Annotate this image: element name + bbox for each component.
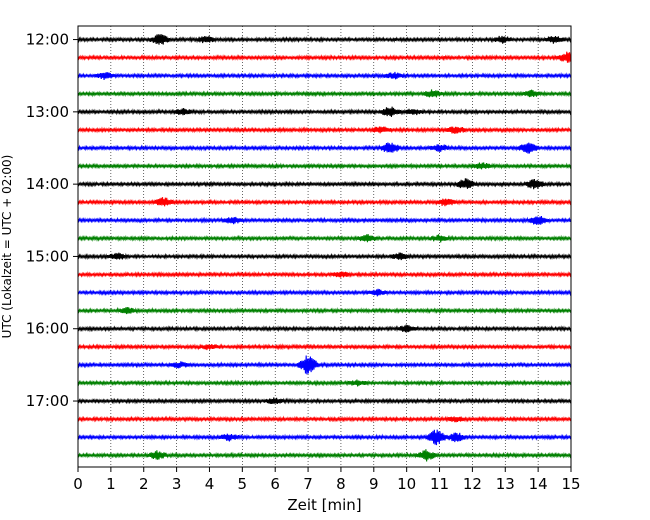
trace-1630 [77, 355, 572, 375]
trace-1215 [77, 51, 572, 63]
x-axis-label: Zeit [min] [287, 496, 361, 514]
x-tick-label: 8 [336, 475, 346, 493]
trace-1715 [77, 415, 572, 423]
trace-1315 [77, 126, 572, 134]
trace-1730 [77, 429, 572, 446]
y-axis-ticks: 12:00 13:00 14:00 15:00 16:00 17:00 [26, 31, 78, 410]
y-tick-label: 12:00 [26, 31, 69, 49]
trace-1330 [77, 142, 572, 154]
trace-1245 [77, 89, 572, 98]
x-tick-label: 5 [238, 475, 248, 493]
x-tick-label: 15 [561, 475, 580, 493]
y-tick-label: 15:00 [26, 247, 69, 265]
x-axis-ticks: 0 1 2 3 4 5 6 7 8 9 10 11 12 13 14 15 [73, 467, 581, 493]
x-tick-label: 3 [172, 475, 182, 493]
trace-1745 [77, 449, 572, 462]
x-tick-label: 9 [369, 475, 379, 493]
trace-1445 [77, 234, 572, 243]
y-tick-label: 13:00 [26, 103, 69, 121]
x-tick-label: 6 [270, 475, 280, 493]
trace-1545 [77, 306, 572, 315]
x-tick-label: 13 [496, 475, 515, 493]
seismogram-traces [77, 34, 572, 462]
trace-1400 [77, 178, 572, 190]
trace-1200 [77, 34, 572, 45]
x-tick-label: 11 [430, 475, 449, 493]
x-tick-label: 0 [73, 475, 83, 493]
x-tick-label: 2 [139, 475, 149, 493]
x-tick-label: 12 [463, 475, 482, 493]
trace-1615 [77, 343, 572, 351]
trace-1415 [77, 197, 572, 207]
x-tick-label: 7 [303, 475, 313, 493]
trace-1345 [77, 162, 572, 170]
x-tick-label: 4 [205, 475, 215, 493]
trace-1515 [77, 270, 572, 279]
trace-1430 [77, 215, 572, 225]
x-tick-label: 14 [529, 475, 548, 493]
trace-1600 [77, 324, 572, 333]
plot-frame [77, 25, 572, 468]
y-tick-label: 16:00 [26, 320, 69, 338]
trace-1500 [77, 252, 572, 261]
trace-1300 [77, 106, 572, 118]
trace-1230 [77, 71, 572, 81]
trace-1645 [77, 379, 572, 387]
y-axis-label: UTC (Lokalzeit = UTC + 02:00) [0, 155, 14, 339]
x-tick-label: 1 [106, 475, 116, 493]
y-tick-label: 14:00 [26, 175, 69, 193]
trace-1700 [77, 397, 572, 405]
trace-1530 [77, 288, 572, 297]
y-tick-label: 17:00 [26, 392, 69, 410]
x-tick-label: 10 [397, 475, 416, 493]
